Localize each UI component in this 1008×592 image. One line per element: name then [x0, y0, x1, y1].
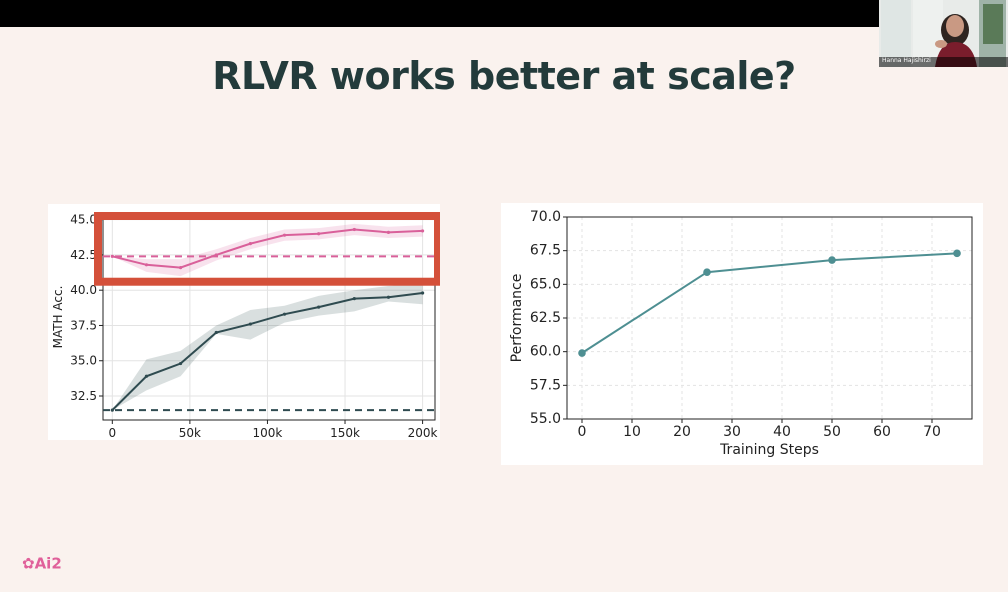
ai2-logo-text: Ai2: [34, 554, 62, 573]
data-point-dark: [420, 291, 425, 295]
y-tick-label: 40.0: [70, 283, 97, 297]
series-line-dark: [111, 292, 423, 411]
data-point-pink: [214, 253, 218, 257]
x-tick-label: 70: [923, 424, 941, 440]
data-point-dark: [144, 374, 149, 378]
x-tick-label: 150k: [330, 426, 360, 440]
math-accuracy-chart: 0 50k 100k 150k 200k 32.5 35.0 37.5 40.0 42.5 45.0…: [51, 212, 440, 440]
x-tick-label: 20: [673, 424, 691, 440]
window-top-bar: [0, 0, 1008, 27]
data-point-Performance: [703, 268, 711, 277]
y-tick-label: 60.0: [530, 344, 561, 360]
x-tick-label: 0: [108, 426, 116, 440]
y-tick-label: 70.0: [530, 209, 561, 225]
x-tick-label: 10: [623, 424, 641, 440]
series-line-pink: [112, 228, 423, 269]
data-point-dark: [110, 408, 114, 412]
highlight-box: [94, 212, 440, 286]
data-point-Performance: [578, 349, 586, 357]
x-tick-label: 50k: [179, 426, 201, 440]
data-point-pink: [386, 230, 391, 234]
data-point-Performance: [828, 256, 836, 264]
y-tick-label: 57.5: [530, 377, 561, 393]
data-point-dark: [282, 312, 287, 316]
data-point-dark: [386, 295, 391, 299]
x-tick-label: 60: [873, 424, 891, 440]
webcam-thumbnail[interactable]: Hanna Hajishirzi: [879, 0, 1008, 67]
right-chart-panel: 0 10 20 30 40 50 60 70 55.0 57.5 60.0 62.5 65.0 67.5 7…: [501, 203, 983, 465]
y-tick-label: 42.5: [70, 248, 97, 262]
y-tick-label: 55.0: [530, 411, 561, 427]
y-tick-label: 35.0: [70, 354, 97, 368]
data-point-pink: [110, 254, 114, 258]
data-point-pink: [178, 266, 183, 270]
performance-chart: 0 10 20 30 40 50 60 70 55.0 57.5 60.0 62.5 65.0 67.5 7…: [509, 209, 973, 458]
left-chart-panel: 0 50k 100k 150k 200k 32.5 35.0 37.5 40.0 42.5 45.0…: [48, 204, 440, 440]
x-tick-label: 200k: [408, 426, 438, 440]
data-point-pink: [317, 232, 321, 236]
x-tick-label: 100k: [253, 426, 283, 440]
data-point-dark: [248, 322, 252, 326]
ai2-flower-icon: ✿: [22, 554, 35, 573]
ai2-logo: ✿Ai2: [22, 554, 62, 573]
y-tick-label: 45.0: [70, 213, 97, 227]
data-point-pink: [248, 242, 252, 246]
data-point-Performance: [953, 249, 961, 258]
data-point-pink: [144, 263, 149, 267]
y-tick-label: 37.5: [70, 318, 97, 332]
y-tick-label: 32.5: [70, 389, 97, 403]
data-point-dark: [214, 330, 218, 335]
y-tick-label: 67.5: [530, 243, 561, 259]
data-point-pink: [352, 227, 356, 232]
x-tick-label: 50: [823, 424, 841, 440]
confidence-band-dark: [112, 283, 423, 411]
data-point-pink: [282, 233, 287, 237]
data-point-dark: [178, 361, 183, 366]
series-line-Performance: [581, 252, 958, 354]
y-tick-label: 62.5: [530, 310, 561, 326]
x-tick-label: 40: [773, 424, 791, 440]
confidence-band-pink: [112, 223, 423, 277]
webcam-video: [879, 0, 1008, 67]
data-point-dark: [317, 305, 321, 309]
webcam-name-label: Hanna Hajishirzi: [882, 57, 931, 64]
y-axis-label: MATH Acc.: [51, 286, 65, 349]
slide-title: RLVR works better at scale?: [212, 54, 796, 98]
x-axis-label: Training Steps: [719, 442, 819, 458]
data-point-dark: [352, 297, 356, 301]
x-tick-label: 30: [723, 424, 741, 440]
y-tick-label: 65.0: [530, 276, 561, 292]
x-tick-label: 0: [578, 424, 587, 440]
y-axis-label: Performance: [509, 274, 525, 363]
data-point-pink: [420, 229, 425, 233]
